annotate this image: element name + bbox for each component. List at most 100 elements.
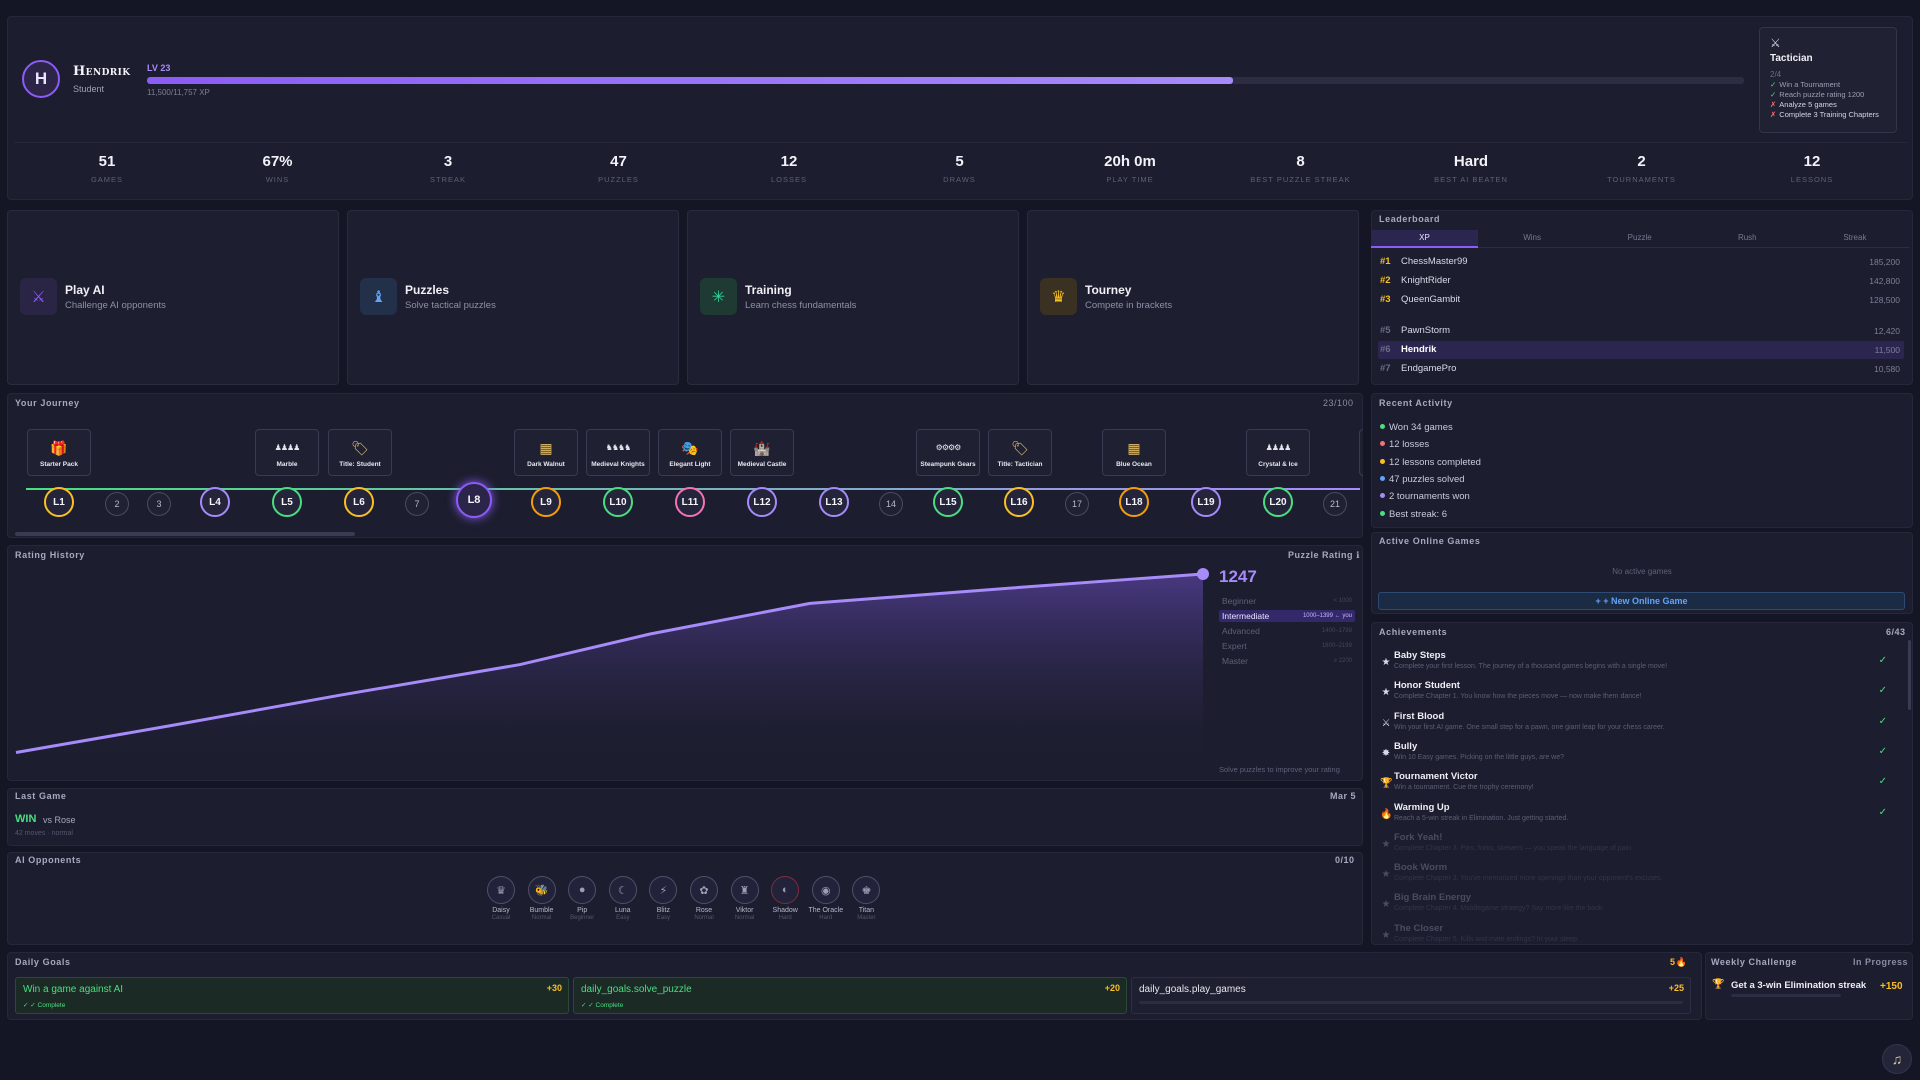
new-online-game-button[interactable]: + + New Online Game: [1378, 592, 1905, 610]
tab-wins[interactable]: Wins: [1523, 233, 1541, 242]
daily-goal[interactable]: daily_goals.solve_puzzle +20 ✓ ✓ Complete: [573, 977, 1127, 1014]
achievement-item[interactable]: 🏆 Tournament Victor Win a tournament. Cue …: [1380, 771, 1895, 799]
leaderboard-row[interactable]: #5 PawnStorm 12,420: [1378, 322, 1904, 340]
leaderboard-row[interactable]: #1 ChessMaster99 185,200: [1378, 253, 1904, 271]
music-button[interactable]: ♫: [1882, 1044, 1912, 1074]
journey-node[interactable]: 7: [405, 492, 429, 516]
ai-opponent-luna[interactable]: ☾ Luna Easy: [602, 876, 644, 921]
ai-opponent-shadow[interactable]: ◐ Shadow Hard: [764, 876, 806, 921]
journey-node[interactable]: L5: [272, 487, 302, 517]
trophy-icon: 🏆: [1712, 979, 1725, 990]
achievement-item[interactable]: 🔥 Warming Up Reach a 5-win streak in Elimi…: [1380, 802, 1895, 830]
ai-opponent-rose[interactable]: ✿ Rose Normal: [683, 876, 725, 921]
reward-card[interactable]: ♟♟♟♟ Marble: [255, 429, 319, 476]
ai-opponent-titan[interactable]: ♚ Titan Master: [845, 876, 887, 921]
tab-puzzle[interactable]: Puzzle: [1627, 233, 1652, 242]
stat-label: STREAK: [429, 175, 466, 184]
achievement-item[interactable]: ★ Big Brain Energy Complete Chapter 4. Mid…: [1380, 892, 1895, 920]
achievements-scrollbar[interactable]: [1908, 640, 1911, 710]
rating-tier: Expert 1800–2199: [1219, 640, 1355, 652]
ai-opponent-the-oracle[interactable]: ◉ The Oracle Hard: [805, 876, 847, 921]
tab-streak[interactable]: Streak: [1843, 233, 1867, 242]
journey-node[interactable]: L10: [603, 487, 633, 517]
journey-node[interactable]: 2: [105, 492, 129, 516]
achievement-item[interactable]: ★ Baby Steps Complete your first lesson. T…: [1380, 650, 1895, 678]
journey-node[interactable]: L9: [531, 487, 561, 517]
player-role: Student: [73, 84, 105, 94]
ai-opponent-pip[interactable]: ● Pip Beginner: [561, 876, 603, 921]
reward-icon: ♟♟♟♟: [274, 443, 301, 452]
journey-node[interactable]: L12: [747, 487, 777, 517]
journey-node[interactable]: L8: [456, 482, 492, 518]
achievement-item[interactable]: ★ Book Worm Complete Chapter 3. You've mem…: [1380, 862, 1895, 890]
goal-status: ✓ ✓ Complete: [581, 1002, 624, 1009]
journey-node[interactable]: L6: [344, 487, 374, 517]
reward-card-partial[interactable]: [1359, 429, 1363, 476]
journey-node[interactable]: L18: [1119, 487, 1149, 517]
reward-card[interactable]: 🎭 Elegant Light: [658, 429, 722, 476]
title-progress-card[interactable]: ⚔ Tactician 2/4 ✓ Win a Tournament ✓ Reach …: [1759, 27, 1897, 133]
mode-card-training[interactable]: ✳ Training Learn chess fundamentals: [687, 210, 1019, 385]
achievement-item[interactable]: ⚔ First Blood Win your first AI game. One …: [1380, 711, 1895, 739]
journey-node[interactable]: L16: [1004, 487, 1034, 517]
journey-node[interactable]: L11: [675, 487, 705, 517]
last-game-row[interactable]: WIN vs Rose 42 moves · normal: [15, 813, 1355, 841]
reward-card[interactable]: 🏷 Title: Student: [328, 429, 392, 476]
goal-points: +30: [546, 983, 562, 993]
rating-value: 1247: [1219, 567, 1257, 586]
achievement-icon: ★: [1381, 838, 1391, 850]
avatar[interactable]: H: [22, 60, 60, 98]
puzzle-rating-label: Puzzle Rating ℹ: [1288, 550, 1360, 560]
daily-goal[interactable]: daily_goals.play_games +25: [1131, 977, 1691, 1014]
reward-card[interactable]: ♟♟♟♟ Crystal & Ice: [1246, 429, 1310, 476]
reward-card[interactable]: ▦ Blue Ocean: [1102, 429, 1166, 476]
leaderboard-row[interactable]: #7 EndgamePro 10,580: [1378, 360, 1904, 378]
reward-card[interactable]: ♞♞♞♞ Medieval Knights: [586, 429, 650, 476]
achievement-item[interactable]: ★ Honor Student Complete Chapter 1. You kn…: [1380, 680, 1895, 708]
journey-node[interactable]: L13: [819, 487, 849, 517]
ai-opponent-viktor[interactable]: ♜ Viktor Normal: [724, 876, 766, 921]
achievement-title: Book Worm: [1394, 862, 1448, 874]
reward-card[interactable]: ⚙⚙⚙⚙ Steampunk Gears: [916, 429, 980, 476]
reward-card[interactable]: ▦ Dark Walnut: [514, 429, 578, 476]
reward-card[interactable]: 🏰 Medieval Castle: [730, 429, 794, 476]
journey-node[interactable]: L15: [933, 487, 963, 517]
stat-best-ai-beaten: Hard BEST AI BEATEN: [1411, 153, 1531, 184]
journey-node[interactable]: L4: [200, 487, 230, 517]
goal-status: ✓ ✓ Complete: [23, 1002, 66, 1009]
mode-card-play-ai[interactable]: ⚔ Play AI Challenge AI opponents: [7, 210, 339, 385]
mode-card-puzzles[interactable]: ♝ Puzzles Solve tactical puzzles: [347, 210, 679, 385]
achievement-item[interactable]: ✸ Bully Win 10 Easy games. Picking on the …: [1380, 741, 1895, 769]
leaderboard-row[interactable]: #3 QueenGambit 128,500: [1378, 291, 1904, 309]
ai-opponent-bumble[interactable]: 🐝 Bumble Normal: [521, 876, 563, 921]
reward-card[interactable]: 🎁 Starter Pack: [27, 429, 91, 476]
leaderboard-row[interactable]: #6 Hendrik 11,500: [1378, 341, 1904, 359]
journey-node[interactable]: L19: [1191, 487, 1221, 517]
journey-scrollbar[interactable]: [15, 532, 355, 536]
weekly-status: In Progress: [1853, 957, 1909, 967]
achievement-icon: ✸: [1381, 747, 1391, 759]
score: 11,500: [1874, 345, 1900, 355]
daily-goal[interactable]: Win a game against AI +30 ✓ ✓ Complete: [15, 977, 569, 1014]
score: 142,800: [1869, 276, 1900, 286]
journey-node[interactable]: 17: [1065, 492, 1089, 516]
tab-rush[interactable]: Rush: [1737, 233, 1757, 242]
ai-opponent-blitz[interactable]: ⚡ Blitz Easy: [642, 876, 684, 921]
player-name: KnightRider: [1401, 275, 1451, 286]
leaderboard-row[interactable]: #2 KnightRider 142,800: [1378, 272, 1904, 290]
achievement-item[interactable]: ★ Fork Yeah! Complete Chapter 3. Pins, for…: [1380, 832, 1895, 860]
journey-node[interactable]: L20: [1263, 487, 1293, 517]
mode-card-tourney[interactable]: ♛ Tourney Compete in brackets: [1027, 210, 1359, 385]
stat-value: 3: [443, 153, 453, 170]
reward-label: Title: Tactician: [997, 461, 1043, 468]
reward-card[interactable]: 🏷 Title: Tactician: [988, 429, 1052, 476]
journey-node[interactable]: 3: [147, 492, 171, 516]
achievement-item[interactable]: ★ The Closer Complete Chapter 5. Kills and…: [1380, 923, 1895, 951]
journey-node[interactable]: L1: [44, 487, 74, 517]
ai-opponent-daisy[interactable]: ♛ Daisy Casual: [480, 876, 522, 921]
tab-xp[interactable]: XP: [1371, 230, 1478, 248]
activity-item: 12 losses: [1380, 439, 1429, 450]
mode-subtitle: Learn chess fundamentals: [745, 300, 857, 311]
journey-node[interactable]: 14: [879, 492, 903, 516]
journey-node[interactable]: 21: [1323, 492, 1347, 516]
